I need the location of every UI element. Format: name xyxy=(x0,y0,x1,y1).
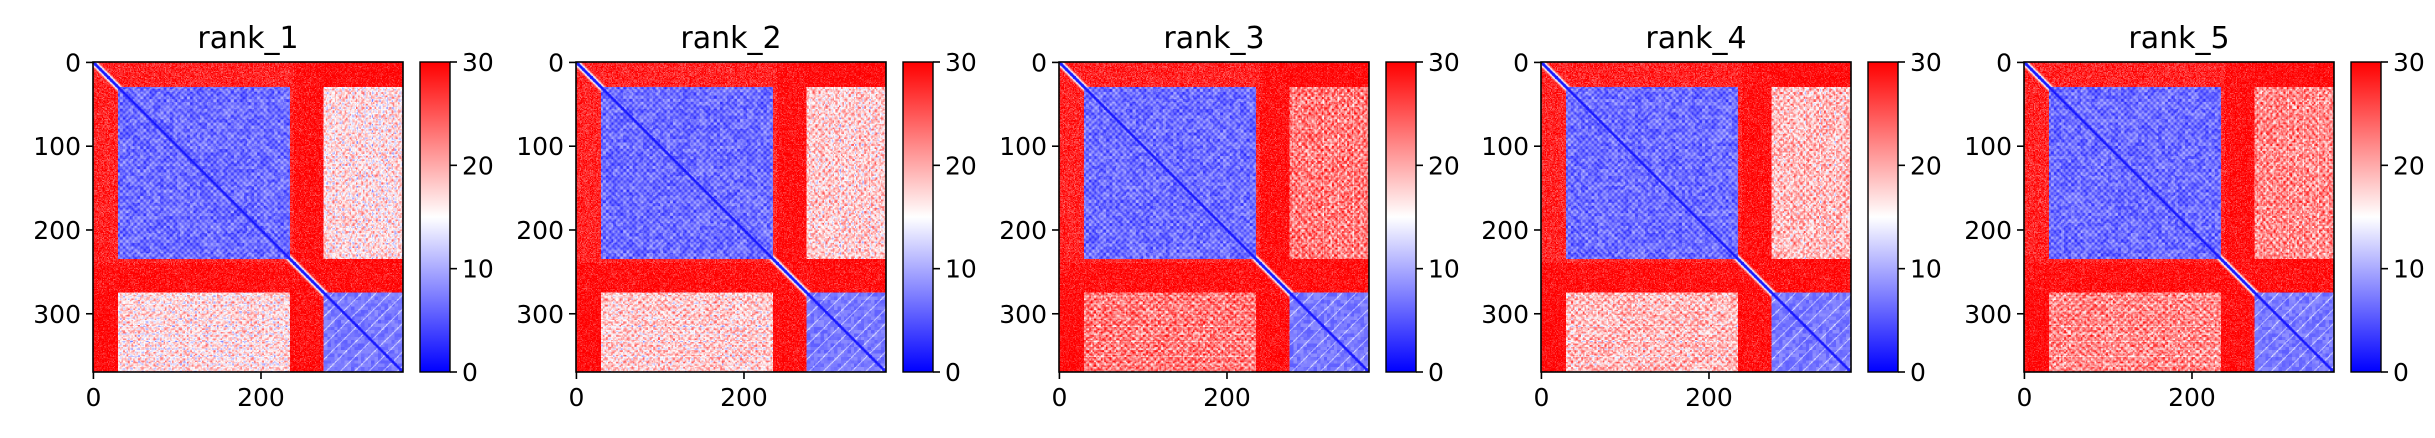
y-tick-label: 200 xyxy=(516,216,564,245)
colorbar-tick-label: 20 xyxy=(945,151,977,180)
panel-title: rank_3 xyxy=(1163,21,1264,56)
x-tick-label: 200 xyxy=(720,383,768,412)
colorbar-tick-label: 30 xyxy=(1428,48,1460,77)
y-tick-label: 100 xyxy=(999,132,1047,161)
colorbar-tick-label: 20 xyxy=(462,151,494,180)
x-tick-label: 0 xyxy=(1051,383,1067,412)
heatmap-panel-5: rank_5 0 100 200 300 0 200 0 10 20 30 xyxy=(1964,21,2425,412)
colorbar-tick-label: 10 xyxy=(2393,255,2425,284)
colorbar-tick-label: 20 xyxy=(1428,151,1460,180)
y-tick-label: 200 xyxy=(1964,216,2012,245)
x-tick-label: 0 xyxy=(85,383,101,412)
heatmap-image xyxy=(576,62,886,372)
y-tick-label: 300 xyxy=(999,300,1047,329)
axes-frame xyxy=(2023,61,2335,373)
colorbar-tick-label: 30 xyxy=(1910,48,1942,77)
y-tick-label: 200 xyxy=(999,216,1047,245)
x-tick-label: 0 xyxy=(568,383,584,412)
colorbar-tick-label: 10 xyxy=(462,255,494,284)
x-tick-label: 200 xyxy=(1203,383,1251,412)
panel-title: rank_1 xyxy=(197,21,298,56)
y-tick-label: 100 xyxy=(1964,132,2012,161)
colorbar xyxy=(902,61,934,373)
x-tick-label: 0 xyxy=(2016,383,2032,412)
heatmap-image xyxy=(1541,62,1851,372)
colorbar-tick-label: 0 xyxy=(1910,358,1926,387)
colorbar-tick-label: 0 xyxy=(945,358,961,387)
colorbar-tick-label: 0 xyxy=(462,358,478,387)
heatmap-image xyxy=(2024,62,2334,372)
y-tick-label: 0 xyxy=(1513,48,1529,77)
y-tick-label: 300 xyxy=(1481,300,1529,329)
axes-frame xyxy=(92,61,404,373)
y-tick-label: 0 xyxy=(1996,48,2012,77)
y-tick-label: 100 xyxy=(1481,132,1529,161)
colorbar-tick-label: 30 xyxy=(945,48,977,77)
axes-frame xyxy=(575,61,887,373)
panel-title: rank_2 xyxy=(680,21,781,56)
colorbar xyxy=(419,61,451,373)
y-tick-label: 100 xyxy=(33,132,81,161)
heatmap-panel-2: rank_2 0 100 200 300 0 200 0 10 20 30 xyxy=(516,21,977,412)
x-tick-label: 200 xyxy=(2168,383,2216,412)
heatmap-image xyxy=(1059,62,1369,372)
y-tick-label: 300 xyxy=(33,300,81,329)
colorbar-tick-label: 0 xyxy=(2393,358,2409,387)
heatmap-panel-3: rank_3 0 100 200 300 0 200 0 10 20 30 xyxy=(999,21,1460,412)
y-tick-label: 300 xyxy=(516,300,564,329)
y-tick-label: 300 xyxy=(1964,300,2012,329)
colorbar-tick-label: 10 xyxy=(1910,255,1942,284)
y-tick-label: 0 xyxy=(65,48,81,77)
colorbar xyxy=(2350,61,2382,373)
y-tick-label: 0 xyxy=(548,48,564,77)
axes-frame xyxy=(1540,61,1852,373)
colorbar-tick-label: 10 xyxy=(1428,255,1460,284)
colorbar-tick-label: 0 xyxy=(1428,358,1444,387)
colorbar-tick-label: 30 xyxy=(462,48,494,77)
heatmap-panel-4: rank_4 0 100 200 300 0 200 0 10 20 30 xyxy=(1481,21,1942,412)
y-tick-label: 0 xyxy=(1031,48,1047,77)
colorbar xyxy=(1385,61,1417,373)
y-tick-label: 200 xyxy=(1481,216,1529,245)
y-tick-label: 100 xyxy=(516,132,564,161)
x-tick-label: 200 xyxy=(1685,383,1733,412)
panel-title: rank_4 xyxy=(1645,21,1746,56)
colorbar-tick-label: 20 xyxy=(2393,151,2425,180)
colorbar-tick-label: 20 xyxy=(1910,151,1942,180)
colorbar xyxy=(1867,61,1899,373)
x-tick-label: 200 xyxy=(237,383,285,412)
y-tick-label: 200 xyxy=(33,216,81,245)
x-tick-label: 0 xyxy=(1533,383,1549,412)
heatmap-panel-1: rank_1 0 100 200 300 0 200 0 10 20 30 xyxy=(33,21,494,412)
axes-frame xyxy=(1058,61,1370,373)
colorbar-tick-label: 10 xyxy=(945,255,977,284)
heatmap-image xyxy=(93,62,403,372)
colorbar-tick-label: 30 xyxy=(2393,48,2425,77)
panel-title: rank_5 xyxy=(2128,21,2229,56)
